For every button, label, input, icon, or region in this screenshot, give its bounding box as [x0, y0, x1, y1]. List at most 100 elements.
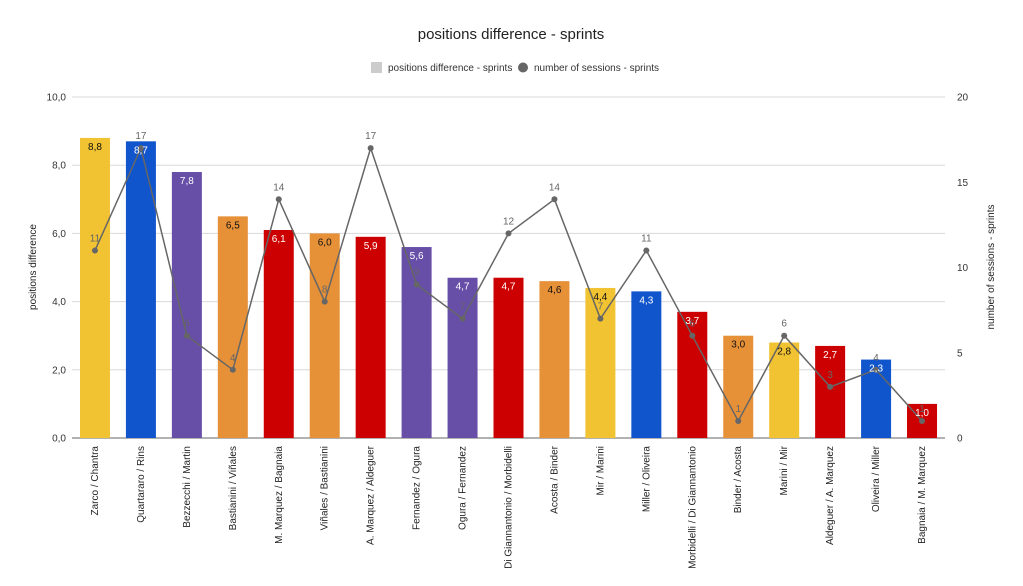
category-label: Viñales / Bastianini	[320, 446, 331, 530]
line-point	[367, 145, 374, 152]
category-label: A. Marquez / Aldeguer	[366, 445, 377, 545]
right-tick-label: 0	[957, 434, 963, 445]
line-point	[505, 230, 512, 237]
bar	[585, 287, 616, 438]
bar-value-label: 4,4	[593, 292, 607, 303]
line-point	[459, 315, 466, 322]
bar-value-label: 5,6	[410, 251, 424, 262]
left-tick-label: 0,0	[52, 434, 66, 445]
line-point	[183, 332, 190, 339]
line-point	[689, 332, 696, 339]
line-point	[321, 298, 328, 305]
line-series	[91, 145, 926, 424]
category-label: Bagnaia / M. Marquez	[917, 446, 928, 544]
category-label: Bezzecchi / Martin	[182, 446, 193, 528]
point-value-label: 17	[135, 131, 147, 142]
point-value-label: 8	[322, 285, 328, 296]
category-label: Oliveira / Miller	[871, 445, 882, 512]
point-value-label: 7	[598, 302, 604, 313]
point-value-label: 1	[735, 404, 741, 415]
line-point	[413, 281, 420, 288]
bar	[447, 277, 478, 438]
line-point	[827, 383, 834, 390]
category-label: Marini / Mir	[779, 445, 790, 495]
point-value-label: 3	[827, 370, 833, 381]
point-value-label: 7	[460, 302, 466, 313]
category-label: Morbidelli / Di Giannantonio	[687, 446, 698, 569]
bar-value-label: 4,7	[456, 282, 470, 293]
line-point	[229, 366, 236, 373]
line-point	[919, 417, 926, 424]
bar	[493, 277, 524, 438]
bar	[263, 229, 294, 438]
point-value-label: 6	[781, 319, 787, 330]
legend-swatch-bars	[371, 62, 382, 73]
category-label: Bastianini / Viñales	[228, 446, 239, 530]
bar-value-label: 2,3	[869, 364, 883, 375]
category-label: Quartararo / Rins	[136, 446, 147, 523]
bar-data-labels: 8,8 8,7 7,8 6,5 6,1 6,0 5,9 5,6 4,7 4,7 4,6 4,4 4,3 3…	[88, 142, 929, 419]
right-axis-title: number of sessions - sprints	[986, 204, 997, 329]
bar-value-label: 1,0	[915, 408, 929, 419]
bar-value-label: 6,1	[272, 234, 286, 245]
left-tick-label: 2,0	[52, 365, 66, 376]
bar-value-label: 3,7	[685, 316, 699, 327]
bar	[539, 281, 570, 438]
bar-value-label: 4,6	[547, 285, 561, 296]
bar	[79, 137, 110, 439]
right-tick-label: 5	[957, 348, 963, 359]
left-tick-label: 8,0	[52, 161, 66, 172]
category-label: Binder / Acosta	[733, 446, 744, 514]
point-value-label: 11	[641, 233, 652, 244]
category-label: Zarco / Chantra	[90, 446, 101, 516]
category-label: Fernandez / Ogura	[412, 446, 423, 530]
line-point	[597, 315, 604, 322]
legend-swatch-line	[518, 62, 528, 73]
bar-value-label: 7,8	[180, 176, 194, 187]
left-axis-ticks: 0,0 2,0 4,0 6,0 8,0 10,0	[47, 93, 67, 445]
bar-value-label: 8,8	[88, 142, 102, 153]
category-label: Mir / Marini	[595, 446, 606, 495]
point-value-label: 11	[90, 233, 101, 244]
left-axis-title: positions difference	[28, 224, 39, 310]
point-value-label: 4	[873, 353, 879, 364]
left-tick-label: 10,0	[47, 93, 67, 104]
left-tick-label: 4,0	[52, 297, 66, 308]
point-value-label: 1	[919, 404, 925, 415]
category-labels: Zarco / Chantra Quartararo / Rins Bezzecch…	[90, 445, 928, 569]
chart-title: positions difference - sprints	[418, 26, 604, 43]
point-value-label: 6	[690, 319, 696, 330]
right-tick-label: 10	[957, 263, 969, 274]
bar-value-label: 6,0	[318, 237, 332, 248]
line-point	[643, 247, 650, 254]
bar	[631, 291, 662, 438]
bar	[677, 311, 708, 438]
bar	[401, 247, 432, 438]
bar-value-label: 5,9	[364, 241, 378, 252]
bar-value-label: 4,7	[502, 282, 516, 293]
legend: positions difference - sprints number of…	[371, 62, 659, 74]
line-point	[91, 247, 98, 254]
legend-label-bars: positions difference - sprints	[388, 63, 512, 74]
left-tick-label: 6,0	[52, 229, 66, 240]
line-data-labels: 11 17 6 4 14 8 17 9 7 12 14 7 11 6 1 6 3 4 1	[90, 131, 925, 415]
bar-value-label: 2,7	[823, 350, 837, 361]
bar	[815, 345, 846, 438]
bar	[217, 216, 248, 438]
point-value-label: 12	[503, 216, 515, 227]
line-point	[781, 332, 788, 339]
bar-value-label: 8,7	[134, 145, 148, 156]
line-point	[873, 366, 880, 373]
right-tick-label: 15	[957, 178, 969, 189]
line-point	[275, 196, 282, 203]
bar-value-label: 6,5	[226, 220, 240, 231]
point-value-label: 9	[414, 268, 420, 279]
bar	[125, 141, 156, 438]
category-label: Aldeguer / A. Marquez	[825, 446, 836, 545]
bar	[769, 342, 800, 438]
point-value-label: 4	[230, 353, 236, 364]
point-value-label: 6	[184, 319, 190, 330]
bar-value-label: 4,3	[639, 295, 653, 306]
bar-value-label: 2,8	[777, 347, 791, 358]
